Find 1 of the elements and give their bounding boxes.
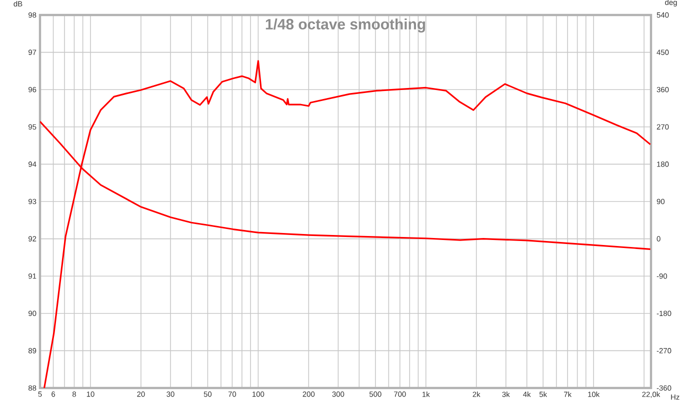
chart-title: 1/48 octave smoothing bbox=[266, 18, 426, 33]
